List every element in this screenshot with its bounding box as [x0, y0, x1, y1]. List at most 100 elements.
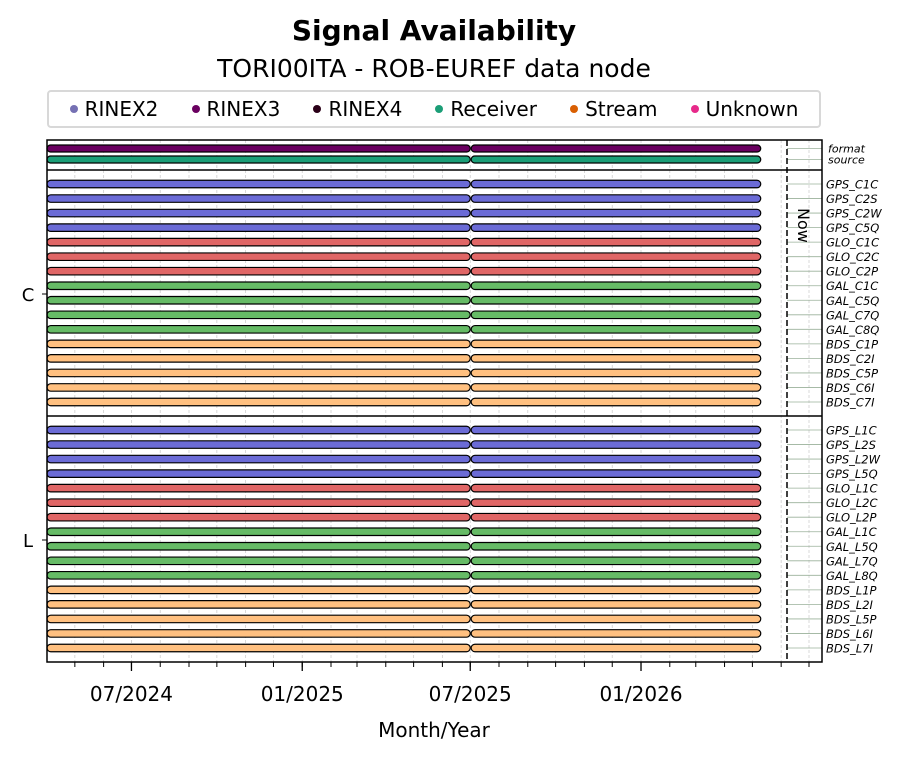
signal-label-gps-l2s: GPS_L2S	[826, 438, 876, 452]
signal-label-glo-c2p: GLO_C2P	[826, 265, 878, 279]
signal-label-bds-c1p: BDS_C1P	[826, 337, 878, 351]
meta-bar-source	[46, 155, 471, 164]
signal-bar-glo-c2p	[46, 266, 471, 276]
signal-label-gal-l5q: GAL_L5Q	[826, 540, 878, 554]
signal-label-bds-l1p: BDS_L1P	[826, 583, 877, 597]
legend-label-rinex4: RINEX4	[328, 97, 403, 121]
signal-bar-glo-l2p	[46, 512, 471, 522]
signal-label-bds-l7i: BDS_L7I	[826, 641, 874, 655]
signal-bar-bds-l7i	[470, 643, 762, 653]
signal-bar-gps-c2s	[470, 194, 762, 203]
signal-bar-bds-l7i	[46, 643, 471, 653]
signal-bar-bds-l2i	[46, 600, 471, 609]
signal-bar-gps-l1c	[46, 425, 471, 435]
signal-bar-glo-l1c	[46, 483, 471, 493]
signal-bar-bds-c1p	[46, 339, 471, 349]
legend-label-stream: Stream	[585, 97, 658, 121]
signal-bar-gps-l5q	[470, 469, 762, 478]
signal-label-bds-c5p: BDS_C5P	[826, 366, 878, 380]
signal-bar-glo-l2p	[470, 512, 762, 522]
signal-bar-gal-l8q	[46, 570, 471, 580]
x-tick-label-01-2026: 01/2026	[599, 682, 682, 706]
signal-bar-gal-c7q	[46, 310, 471, 320]
meta-bar-format	[46, 144, 471, 153]
signal-bar-bds-l1p	[46, 585, 471, 595]
signal-bar-bds-c2i	[46, 354, 471, 363]
signal-label-gps-l1c: GPS_L1C	[826, 424, 877, 438]
legend-item-stream: Stream	[570, 97, 657, 121]
x-tick-label-07-2025: 07/2025	[429, 682, 512, 706]
legend-item-receiver: Receiver	[435, 97, 537, 121]
legend-marker-rinex4	[313, 105, 322, 113]
signal-bar-bds-l5p	[46, 614, 471, 624]
legend-item-rinex4: RINEX4	[313, 97, 402, 121]
legend-label-receiver: Receiver	[450, 97, 537, 121]
signal-bar-gal-c8q	[46, 324, 471, 334]
chart-subtitle: TORI00ITA - ROB-EUREF data node	[217, 54, 651, 83]
signal-bar-gal-l7q	[470, 556, 762, 566]
legend-label-rinex3: RINEX3	[206, 97, 281, 121]
signal-bar-bds-l6i	[46, 629, 471, 638]
legend-marker-stream	[570, 105, 579, 113]
signal-bar-bds-c7i	[46, 397, 471, 407]
signal-label-gps-l5q: GPS_L5Q	[826, 467, 878, 481]
signal-label-gal-c5q: GAL_C5Q	[826, 294, 879, 308]
signal-bar-bds-l5p	[470, 614, 762, 624]
signal-bar-gps-l2w	[470, 454, 762, 464]
signal-label-gps-c1c: GPS_C1C	[826, 178, 878, 192]
signal-bar-gps-c2s	[46, 194, 471, 203]
signal-bar-gps-l5q	[46, 469, 471, 478]
signal-label-bds-c6i: BDS_C6I	[826, 381, 875, 395]
group-label-l: L	[23, 531, 33, 552]
signal-bar-gal-l5q	[470, 541, 762, 551]
signal-label-gal-l8q: GAL_L8Q	[826, 569, 878, 583]
signal-bar-gal-l1c	[470, 527, 762, 537]
signal-label-gal-l7q: GAL_L7Q	[826, 554, 878, 568]
x-tick-label-01-2025: 01/2025	[261, 682, 344, 706]
signal-bar-bds-c5p	[46, 368, 471, 378]
signal-bar-gps-l2w	[46, 454, 471, 464]
signal-bar-bds-c5p	[470, 368, 762, 378]
x-tick-label-07-2024: 07/2024	[90, 682, 173, 706]
signal-bar-bds-c2i	[470, 354, 762, 363]
signal-bar-gps-l2s	[46, 440, 471, 449]
signal-bar-glo-l2c	[46, 498, 471, 508]
legend: RINEX2 RINEX3 RINEX4 Receiver Stream Unk…	[47, 90, 821, 128]
meta-label-format: format	[828, 143, 866, 156]
chart-title: Signal Availability	[291, 14, 577, 47]
signal-bar-gal-l1c	[46, 527, 471, 537]
signal-label-glo-l2p: GLO_L2P	[826, 511, 876, 525]
legend-marker-rinex2	[69, 105, 78, 113]
signal-bar-gps-l1c	[470, 425, 762, 435]
signal-bar-bds-c7i	[470, 397, 762, 407]
signal-bar-gps-c1c	[46, 179, 471, 189]
signal-bar-bds-c6i	[470, 383, 762, 392]
legend-item-unknown: Unknown	[690, 97, 798, 121]
meta-bar-format	[470, 144, 762, 153]
signal-label-bds-l2i: BDS_L2I	[826, 598, 874, 612]
signal-bar-gal-c7q	[470, 310, 762, 320]
signal-label-gal-c8q: GAL_C8Q	[826, 323, 879, 337]
signal-bar-glo-l2c	[470, 498, 762, 508]
signal-bar-bds-l2i	[470, 600, 762, 609]
signal-bar-gps-c2w	[470, 208, 762, 218]
signal-label-glo-l2c: GLO_L2C	[826, 496, 878, 510]
signal-label-gps-c5q: GPS_C5Q	[826, 221, 879, 235]
legend-marker-receiver	[435, 105, 444, 113]
signal-bar-gps-c1c	[470, 179, 762, 189]
now-label: Now	[794, 208, 813, 243]
signal-bar-gps-c5q	[46, 223, 471, 232]
signal-bar-gps-c5q	[470, 223, 762, 232]
group-label-c: C	[22, 285, 35, 306]
signal-bar-bds-c1p	[470, 339, 762, 349]
signal-bar-gal-l5q	[46, 541, 471, 551]
signal-label-gps-l2w: GPS_L2W	[826, 453, 881, 467]
meta-bar-source	[470, 155, 762, 164]
signal-bar-gal-c5q	[46, 295, 471, 305]
signal-label-glo-l1c: GLO_L1C	[826, 482, 878, 496]
x-axis-title: Month/Year	[378, 718, 491, 742]
meta-label-source: source	[828, 154, 865, 167]
signal-label-gps-c2w: GPS_C2W	[826, 207, 882, 221]
legend-item-rinex2: RINEX2	[69, 97, 158, 121]
